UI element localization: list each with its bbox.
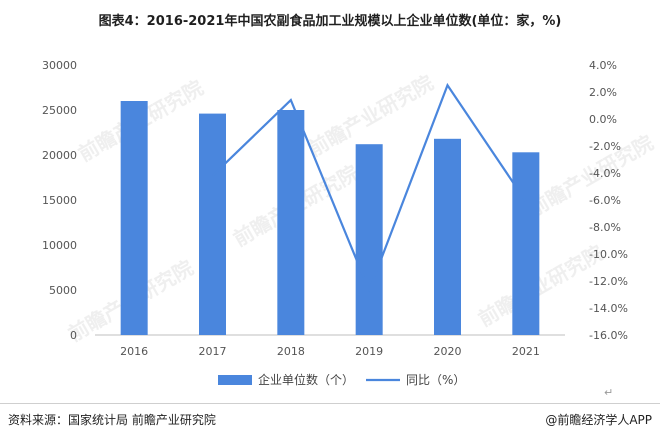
y-left-tick-label: 10000 [42, 239, 77, 252]
line-point [368, 289, 370, 292]
bar [512, 152, 540, 335]
x-tick-label: 2019 [355, 345, 383, 358]
footer-divider [0, 403, 660, 404]
y-left-tick-label: 0 [70, 329, 77, 342]
bar [199, 113, 226, 335]
brand-note: @前瞻经济学人APP [545, 413, 652, 427]
y-right-tick-label: 2.0% [589, 86, 617, 99]
y-left-tick-label: 25000 [42, 104, 77, 117]
x-tick-label: 2020 [434, 345, 462, 358]
chart-title: 图表4：2016-2021年中国农副食品加工业规模以上企业单位数(单位：家，%) [98, 14, 562, 29]
x-tick-label: 2018 [277, 345, 305, 358]
x-tick-label: 2016 [120, 345, 148, 358]
y-left-tick-label: 30000 [42, 59, 77, 72]
y-right-tick-label: 0.0% [589, 113, 617, 126]
return-mark: ↵ [604, 386, 614, 399]
y-left-tick-label: 15000 [42, 194, 77, 207]
y-right-tick-label: -14.0% [589, 302, 628, 315]
y-left-tick-label: 5000 [49, 284, 77, 297]
y-right-tick-label: -10.0% [589, 248, 628, 261]
bar [120, 101, 148, 335]
bar [277, 110, 305, 335]
y-left-tick-label: 20000 [42, 149, 77, 162]
y-right-tick-label: -8.0% [589, 221, 621, 234]
y-right-tick-label: -16.0% [589, 329, 628, 342]
y-right-tick-label: -4.0% [589, 167, 621, 180]
line-point [446, 84, 449, 87]
line-point [525, 200, 527, 203]
source-note: 资料来源：国家统计局 前瞻产业研究院 [8, 413, 216, 427]
y-right-tick-label: -12.0% [589, 275, 628, 288]
y-right-tick-label: 4.0% [589, 59, 617, 72]
bar [355, 144, 383, 335]
x-tick-label: 2021 [512, 345, 540, 358]
legend-bar-swatch [218, 375, 252, 385]
bar [434, 138, 461, 335]
line-point [290, 99, 292, 101]
legend-line-label: 同比（%） [406, 373, 465, 387]
line-point [211, 174, 214, 177]
y-right-tick-label: -6.0% [589, 194, 621, 207]
legend-bar-label: 企业单位数（个） [258, 372, 354, 387]
x-tick-label: 2017 [199, 345, 227, 358]
y-right-tick-label: -2.0% [589, 140, 621, 153]
